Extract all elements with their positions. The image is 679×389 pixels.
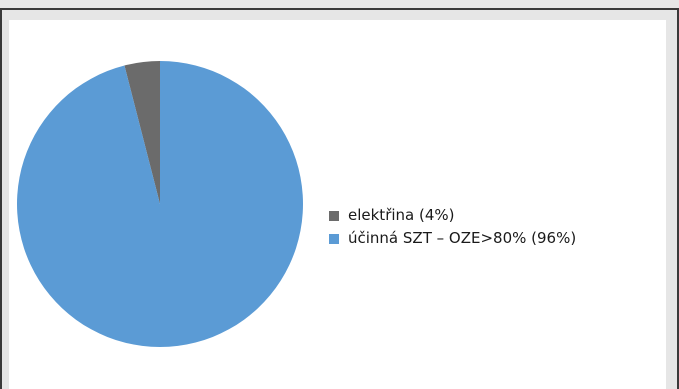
legend-label-elektrina: elektřina (4%)	[348, 206, 455, 224]
pie-chart	[16, 61, 303, 347]
legend-label-szt: účinná SZT – OZE>80% (96%)	[348, 229, 577, 247]
legend-item-szt: účinná SZT – OZE>80% (96%)	[329, 227, 576, 250]
legend-swatch-elektrina	[329, 210, 339, 221]
legend-item-elektrina: elektřina (4%)	[329, 204, 576, 227]
window-top-edge	[0, 0, 679, 10]
legend-swatch-szt	[329, 233, 339, 244]
chart-legend: elektřina (4%) účinná SZT – OZE>80% (96%…	[329, 204, 576, 250]
chart-area: elektřina (4%) účinná SZT – OZE>80% (96%…	[9, 20, 666, 389]
pie-slice-szt	[16, 61, 303, 347]
pie-slice-elektrina	[124, 61, 160, 204]
